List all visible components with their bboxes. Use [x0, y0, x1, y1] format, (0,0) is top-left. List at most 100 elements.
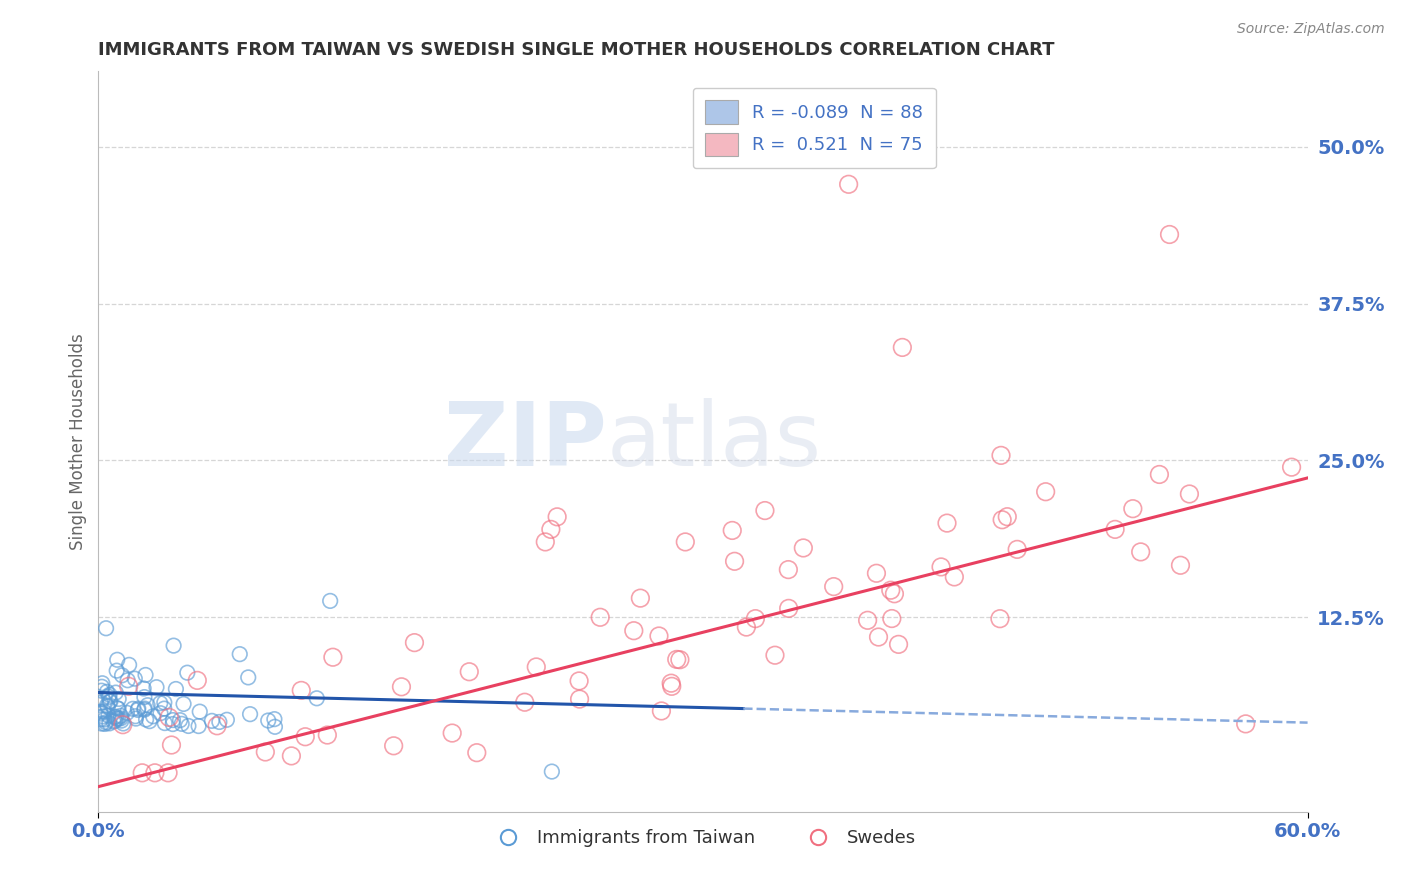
- Point: [391, 680, 413, 694]
- Point: [138, 714, 160, 728]
- Text: IMMIGRANTS FROM TAIWAN VS SWEDISH SINGLE MOTHER HOUSEHOLDS CORRELATION CHART: IMMIGRANTS FROM TAIWAN VS SWEDISH SINGLE…: [98, 41, 1054, 59]
- Point: [513, 695, 536, 709]
- Point: [112, 716, 135, 731]
- Point: [115, 706, 138, 720]
- Point: [880, 611, 903, 625]
- Point: [1170, 558, 1192, 573]
- Text: atlas: atlas: [606, 398, 821, 485]
- Point: [524, 660, 547, 674]
- Point: [1159, 227, 1181, 242]
- Point: [754, 503, 776, 517]
- Point: [97, 708, 120, 723]
- Point: [89, 705, 111, 719]
- Point: [988, 612, 1011, 626]
- Point: [96, 685, 118, 699]
- Point: [1178, 487, 1201, 501]
- Point: [294, 730, 316, 744]
- Point: [157, 710, 180, 724]
- Point: [136, 698, 159, 713]
- Point: [169, 713, 191, 727]
- Point: [721, 524, 744, 538]
- Point: [105, 653, 128, 667]
- Text: Source: ZipAtlas.com: Source: ZipAtlas.com: [1237, 22, 1385, 37]
- Point: [132, 681, 155, 696]
- Point: [778, 563, 800, 577]
- Point: [883, 587, 905, 601]
- Point: [735, 620, 758, 634]
- Point: [121, 702, 143, 716]
- Point: [90, 683, 112, 698]
- Point: [118, 679, 141, 693]
- Point: [170, 716, 193, 731]
- Point: [188, 705, 211, 719]
- Point: [134, 690, 156, 705]
- Point: [1281, 460, 1303, 475]
- Point: [665, 652, 688, 666]
- Point: [744, 612, 766, 626]
- Point: [149, 696, 172, 710]
- Point: [540, 764, 562, 779]
- Point: [280, 748, 302, 763]
- Point: [887, 637, 910, 651]
- Point: [94, 715, 117, 730]
- Point: [91, 709, 114, 723]
- Point: [208, 714, 231, 729]
- Point: [669, 653, 692, 667]
- Point: [673, 535, 696, 549]
- Point: [124, 709, 146, 723]
- Point: [305, 691, 328, 706]
- Point: [201, 714, 224, 728]
- Point: [160, 738, 183, 752]
- Point: [238, 670, 260, 684]
- Y-axis label: Single Mother Households: Single Mother Households: [69, 334, 87, 549]
- Point: [404, 635, 426, 649]
- Point: [104, 685, 127, 699]
- Point: [880, 583, 903, 598]
- Point: [568, 692, 591, 706]
- Point: [111, 668, 134, 682]
- Point: [316, 728, 339, 742]
- Point: [142, 709, 165, 723]
- Point: [107, 702, 129, 716]
- Point: [929, 560, 952, 574]
- Point: [239, 707, 262, 722]
- Point: [153, 716, 176, 731]
- Point: [110, 711, 132, 725]
- Point: [131, 765, 153, 780]
- Point: [153, 701, 176, 715]
- Point: [90, 696, 112, 710]
- Point: [97, 699, 120, 714]
- Point: [104, 709, 127, 723]
- Point: [90, 716, 112, 731]
- Point: [187, 719, 209, 733]
- Point: [568, 673, 591, 688]
- Point: [257, 714, 280, 728]
- Point: [134, 701, 156, 715]
- Point: [1129, 545, 1152, 559]
- Point: [1035, 484, 1057, 499]
- Point: [135, 713, 157, 727]
- Point: [105, 701, 128, 715]
- Point: [778, 601, 800, 615]
- Point: [107, 692, 129, 706]
- Legend: Immigrants from Taiwan, Swedes: Immigrants from Taiwan, Swedes: [482, 822, 924, 855]
- Point: [127, 701, 149, 715]
- Point: [111, 717, 134, 731]
- Point: [105, 664, 128, 678]
- Point: [104, 714, 127, 728]
- Point: [93, 713, 115, 727]
- Point: [215, 713, 238, 727]
- Point: [1122, 501, 1144, 516]
- Point: [723, 554, 745, 568]
- Point: [838, 178, 860, 192]
- Point: [458, 665, 481, 679]
- Point: [589, 610, 612, 624]
- Point: [103, 710, 125, 724]
- Point: [125, 712, 148, 726]
- Point: [661, 679, 683, 693]
- Point: [546, 509, 568, 524]
- Point: [98, 716, 121, 731]
- Point: [89, 706, 111, 721]
- Point: [91, 676, 114, 690]
- Point: [94, 621, 117, 635]
